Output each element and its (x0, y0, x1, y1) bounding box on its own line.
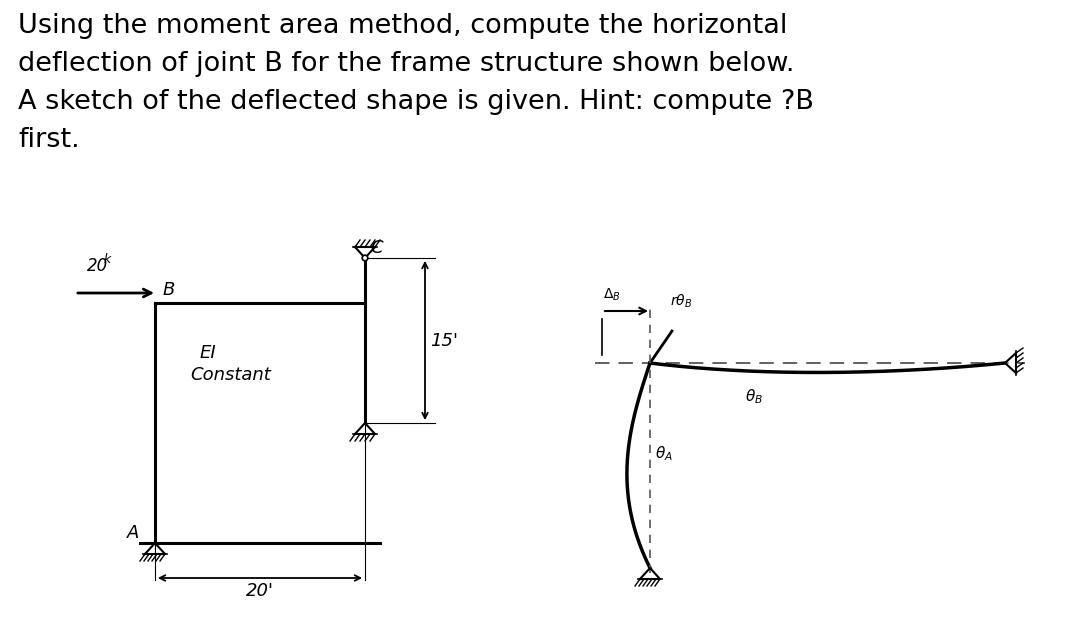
Text: $r\theta_B$: $r\theta_B$ (670, 293, 692, 310)
Text: 15': 15' (430, 332, 458, 349)
Text: A sketch of the deflected shape is given. Hint: compute ?B: A sketch of the deflected shape is given… (18, 89, 814, 115)
Text: 20': 20' (246, 582, 274, 600)
Text: Using the moment area method, compute the horizontal: Using the moment area method, compute th… (18, 13, 787, 39)
Text: B: B (163, 281, 175, 299)
Text: $\Delta_B$: $\Delta_B$ (603, 287, 621, 303)
Text: $\theta_A$: $\theta_A$ (654, 444, 673, 463)
Circle shape (362, 255, 368, 261)
Text: deflection of joint B for the frame structure shown below.: deflection of joint B for the frame stru… (18, 51, 795, 77)
Text: C: C (370, 239, 382, 257)
Text: 20: 20 (87, 257, 108, 275)
Text: k: k (104, 253, 111, 266)
Text: EI: EI (200, 344, 217, 362)
Text: $\theta_B$: $\theta_B$ (745, 387, 762, 406)
Text: first.: first. (18, 127, 80, 153)
Text: Constant: Constant (190, 366, 271, 384)
Text: A: A (127, 524, 139, 542)
